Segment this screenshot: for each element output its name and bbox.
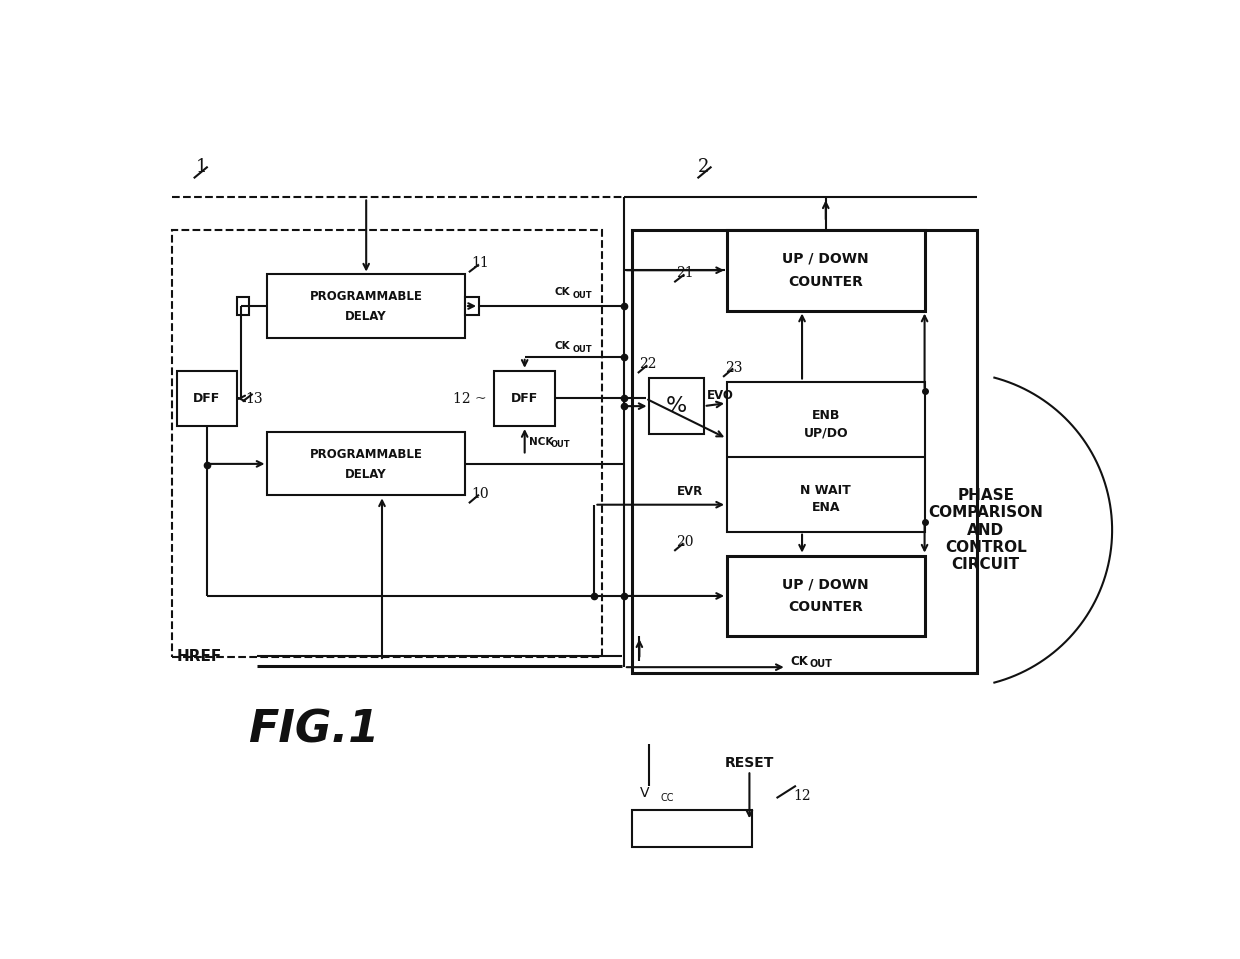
Bar — [650, 379, 704, 433]
Text: 20: 20 — [676, 535, 693, 550]
Bar — [727, 555, 925, 637]
Text: V: V — [640, 786, 650, 801]
Text: RESET: RESET — [724, 756, 774, 770]
Text: FIG.1: FIG.1 — [248, 709, 379, 752]
Text: PROGRAMMABLE: PROGRAMMABLE — [310, 291, 423, 303]
Text: CK: CK — [554, 287, 569, 297]
Text: 10: 10 — [471, 487, 489, 501]
Text: DELAY: DELAY — [346, 468, 387, 481]
Text: OUT: OUT — [551, 440, 570, 449]
Text: 1: 1 — [196, 158, 207, 175]
Text: EVR: EVR — [677, 485, 703, 498]
Text: OUT: OUT — [573, 291, 593, 300]
Text: COUNTER: COUNTER — [789, 275, 863, 289]
Bar — [268, 433, 465, 496]
Bar — [727, 382, 925, 531]
Bar — [465, 296, 479, 316]
Text: 13: 13 — [244, 392, 263, 407]
Text: ENB: ENB — [811, 409, 839, 422]
Text: OUT: OUT — [810, 659, 833, 669]
Text: EVO: EVO — [707, 388, 734, 402]
Bar — [176, 371, 237, 426]
Text: HREF: HREF — [176, 649, 222, 664]
Text: 2: 2 — [697, 158, 709, 175]
Text: CC: CC — [660, 793, 673, 803]
Text: COUNTER: COUNTER — [789, 600, 863, 615]
Text: OUT: OUT — [573, 344, 593, 354]
Text: %: % — [666, 396, 687, 416]
Text: DFF: DFF — [511, 392, 538, 405]
Bar — [172, 230, 603, 657]
Text: DELAY: DELAY — [346, 311, 387, 323]
Text: 22: 22 — [640, 357, 657, 371]
Text: PROGRAMMABLE: PROGRAMMABLE — [310, 448, 423, 461]
Text: DFF: DFF — [193, 392, 221, 405]
Text: 21: 21 — [676, 266, 693, 280]
Text: UP / DOWN: UP / DOWN — [782, 251, 869, 266]
Text: 23: 23 — [724, 361, 742, 375]
Bar — [495, 371, 556, 426]
Text: ENA: ENA — [811, 502, 839, 514]
Text: 12: 12 — [794, 788, 811, 803]
Text: 12 ~: 12 ~ — [454, 392, 487, 407]
Bar — [631, 230, 977, 672]
Text: UP/DO: UP/DO — [804, 427, 848, 439]
Text: PHASE
COMPARISON
AND
CONTROL
CIRCUIT: PHASE COMPARISON AND CONTROL CIRCUIT — [929, 488, 1043, 573]
Text: UP / DOWN: UP / DOWN — [782, 577, 869, 592]
Bar — [727, 230, 925, 311]
Text: CK: CK — [791, 654, 808, 667]
Text: 11: 11 — [471, 256, 489, 269]
Bar — [268, 274, 465, 338]
Text: N WAIT: N WAIT — [800, 483, 851, 497]
Bar — [237, 296, 249, 316]
Text: NCK: NCK — [528, 436, 553, 447]
Text: CK: CK — [554, 341, 569, 351]
Bar — [631, 810, 751, 848]
